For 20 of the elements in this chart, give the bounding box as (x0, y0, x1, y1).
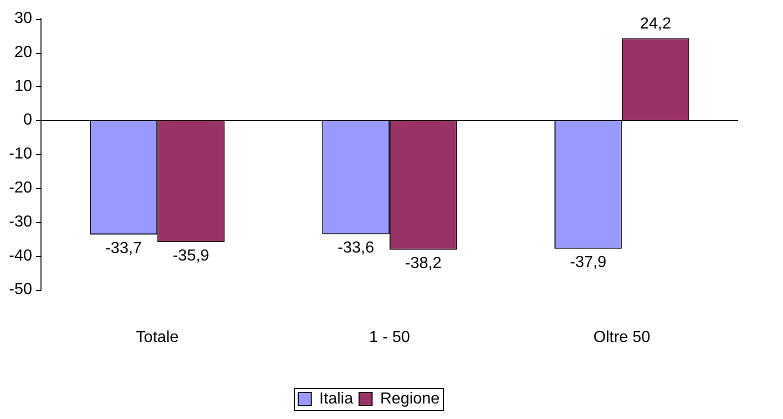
x-tick-label: Oltre 50 (593, 328, 650, 346)
data-label: -33,6 (338, 240, 374, 257)
data-label: 24,2 (640, 16, 672, 33)
data-label: -38,2 (405, 255, 442, 272)
x-tick-label: Totale (136, 328, 179, 346)
x-tick-label: 1 - 50 (369, 328, 410, 346)
y-tick-label: 10 (14, 78, 32, 95)
data-label: -35,9 (172, 247, 210, 264)
data-label: -37,9 (570, 254, 607, 272)
y-tick-label: -40 (9, 247, 32, 264)
y-tick-label: 0 (23, 112, 32, 129)
y-tick-label: -50 (9, 281, 32, 298)
legend-label: Italia (319, 390, 354, 408)
y-tick-label: 30 (14, 10, 32, 28)
y-tick-label: -10 (9, 146, 32, 163)
y-tick-label: -30 (9, 213, 32, 230)
y-tick-label: -20 (9, 180, 32, 197)
data-label: -33,7 (105, 240, 142, 257)
legend-label: Regione (380, 390, 440, 408)
y-tick-label: 20 (14, 44, 32, 61)
